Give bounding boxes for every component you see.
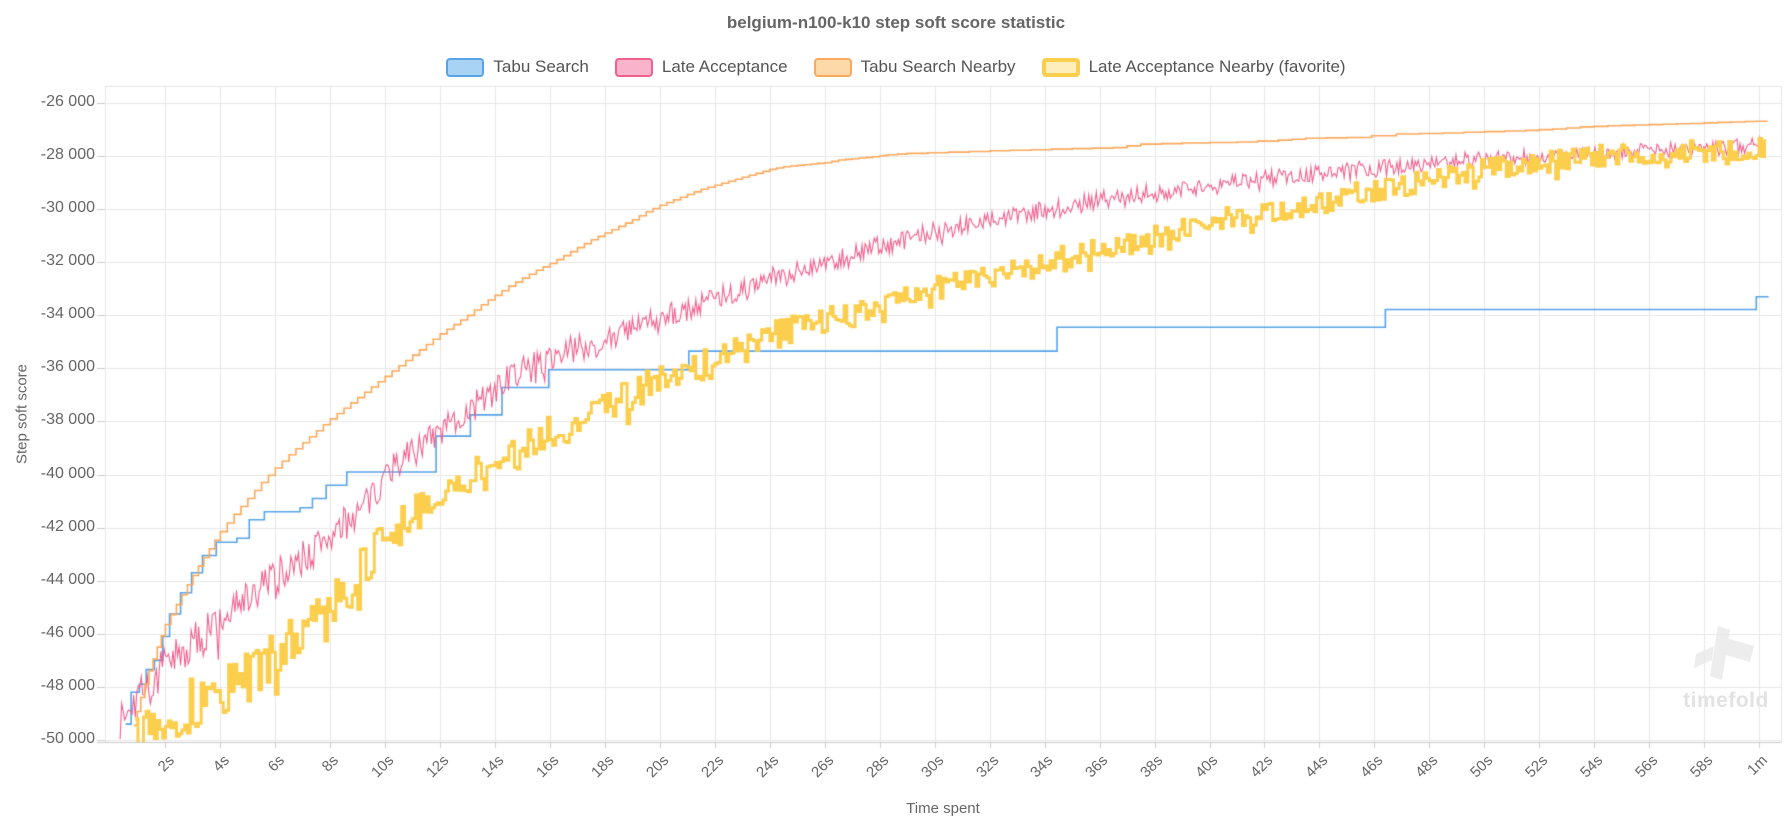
x-tick-label: 10s — [368, 752, 398, 782]
x-tick-label: 22s — [697, 752, 727, 782]
x-tick-label: 28s — [862, 752, 892, 782]
x-tick-label: 54s — [1577, 752, 1607, 782]
x-tick-label: 1m — [1744, 752, 1772, 779]
legend-item-late-acceptance-nearby[interactable]: Late Acceptance Nearby (favorite) — [1041, 57, 1346, 77]
y-tick-label: -46 000 — [40, 623, 95, 641]
y-tick-label: -34 000 — [40, 305, 95, 323]
legend-item-late-acceptance[interactable]: Late Acceptance — [614, 57, 788, 77]
x-tick-label: 52s — [1522, 752, 1552, 782]
x-tick-label: 46s — [1357, 752, 1387, 782]
x-tick-label: 34s — [1027, 752, 1057, 782]
x-tick-label: 12s — [423, 752, 453, 782]
x-tick-label: 42s — [1247, 752, 1277, 782]
x-tick-label: 32s — [972, 752, 1002, 782]
x-tick-label: 14s — [478, 752, 508, 782]
x-tick-label: 58s — [1686, 752, 1717, 782]
y-tick-label: -36 000 — [40, 358, 95, 376]
legend-swatch-late-acceptance-nearby — [1041, 57, 1080, 77]
x-tick-label: 48s — [1412, 752, 1442, 782]
x-tick-label: 30s — [917, 752, 947, 782]
x-tick-label: 40s — [1192, 752, 1222, 782]
legend-label: Late Acceptance — [661, 57, 788, 76]
x-tick-label: 2s — [154, 752, 178, 776]
legend-label: Tabu Search Nearby — [860, 57, 1016, 76]
x-tick-label: 26s — [807, 752, 837, 782]
y-axis-ticks: -26 000 -28 000 -30 000 -32 000 -34 000 -36 0… — [0, 0, 95, 832]
legend-item-tabu-search-nearby[interactable]: Tabu Search Nearby — [813, 57, 1016, 77]
legend-swatch-late-acceptance — [614, 57, 653, 77]
x-tick-label: 18s — [587, 752, 618, 782]
x-tick-label: 56s — [1632, 752, 1662, 782]
x-tick-label: 20s — [642, 752, 673, 782]
x-tick-label: 24s — [752, 752, 782, 782]
y-tick-label: -44 000 — [40, 570, 95, 588]
y-axis-title: Step soft score — [13, 363, 31, 465]
legend-label: Tabu Search — [493, 57, 589, 76]
y-tick-label: -50 000 — [40, 730, 95, 747]
x-axis-title: Time spent — [906, 800, 980, 817]
y-tick-label: -32 000 — [40, 252, 95, 270]
x-tick-label: 44s — [1302, 752, 1332, 782]
y-tick-label: -30 000 — [40, 199, 95, 217]
y-tick-label: -42 000 — [40, 517, 95, 535]
x-tick-label: 50s — [1467, 752, 1497, 782]
x-tick-label: 36s — [1082, 752, 1112, 782]
x-tick-label: 8s — [319, 752, 343, 776]
legend-item-tabu-search[interactable]: Tabu Search — [446, 57, 589, 77]
x-tick-label: 16s — [533, 752, 563, 782]
chart-title: belgium-n100-k10 step soft score statist… — [726, 13, 1066, 32]
y-tick-label: -26 000 — [40, 92, 95, 110]
legend-swatch-tabu-search — [446, 57, 485, 77]
legend-label: Late Acceptance Nearby (favorite) — [1088, 57, 1346, 76]
y-tick-label: -48 000 — [40, 676, 95, 694]
y-tick-label: -38 000 — [40, 411, 95, 429]
x-tick-label: 6s — [264, 752, 288, 776]
legend-swatch-tabu-search-nearby — [813, 57, 852, 77]
legend: Tabu Search Late Acceptance Tabu Search … — [0, 57, 1792, 77]
y-tick-label: -28 000 — [40, 146, 95, 164]
x-tick-label: 4s — [209, 752, 233, 776]
x-tick-label: 38s — [1137, 752, 1167, 782]
y-tick-label: -40 000 — [40, 464, 95, 482]
